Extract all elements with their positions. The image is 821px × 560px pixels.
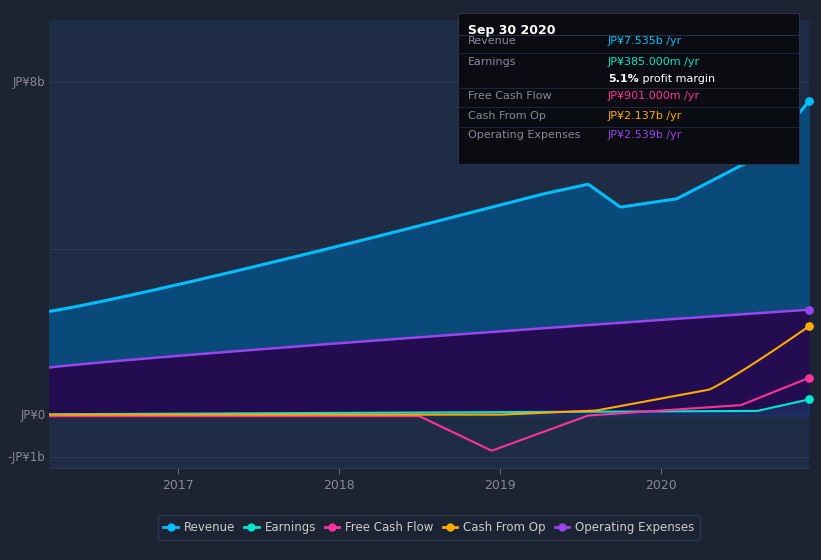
Text: JP¥2.137b /yr: JP¥2.137b /yr	[608, 111, 682, 121]
Text: JP¥2.539b /yr: JP¥2.539b /yr	[608, 130, 682, 140]
Text: Sep 30 2020: Sep 30 2020	[468, 24, 556, 37]
Text: -JP¥1b: -JP¥1b	[7, 451, 45, 464]
Point	[802, 374, 815, 382]
Text: Earnings: Earnings	[468, 57, 517, 67]
Text: Cash From Op: Cash From Op	[468, 111, 546, 121]
Legend: Revenue, Earnings, Free Cash Flow, Cash From Op, Operating Expenses: Revenue, Earnings, Free Cash Flow, Cash …	[158, 515, 700, 540]
Text: 5.1%: 5.1%	[608, 74, 639, 84]
Text: JP¥0: JP¥0	[21, 409, 45, 422]
Point	[802, 97, 815, 106]
Point	[802, 322, 815, 331]
Text: JP¥901.000m /yr: JP¥901.000m /yr	[608, 91, 700, 101]
Text: profit margin: profit margin	[639, 74, 715, 84]
Text: JP¥7.535b /yr: JP¥7.535b /yr	[608, 36, 682, 46]
Text: Revenue: Revenue	[468, 36, 517, 46]
Text: Operating Expenses: Operating Expenses	[468, 130, 580, 140]
Text: JP¥385.000m /yr: JP¥385.000m /yr	[608, 57, 700, 67]
Point	[802, 305, 815, 314]
Text: Free Cash Flow: Free Cash Flow	[468, 91, 552, 101]
Text: JP¥8b: JP¥8b	[13, 76, 45, 88]
Point	[802, 395, 815, 404]
